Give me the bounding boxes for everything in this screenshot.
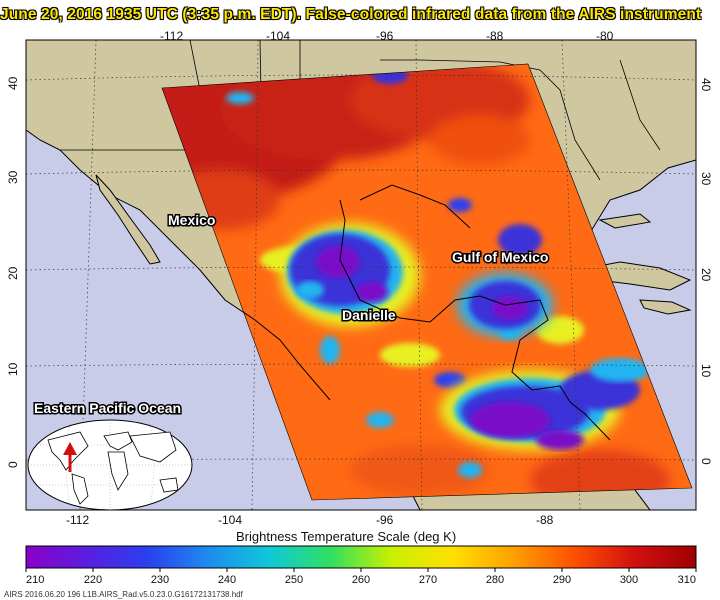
top-longitude-ticks: -112 -104 -96 -88 -80 <box>160 29 614 43</box>
color-scale-bar <box>25 545 697 569</box>
left-lat-tick: 20 <box>6 266 20 280</box>
left-lat-tick: 40 <box>6 76 20 90</box>
right-latitude-ticks: 40 30 20 10 0 <box>699 78 713 465</box>
scale-ticks: 210 220 230 240 250 260 270 280 290 300 310 <box>25 568 697 586</box>
label-gulf-of-mexico: Gulf of Mexico <box>452 249 548 265</box>
right-lat-tick: 10 <box>699 364 713 378</box>
right-lat-tick: 30 <box>699 172 713 186</box>
bottom-lon-tick: -112 <box>66 513 89 527</box>
left-lat-tick: 10 <box>6 362 20 376</box>
scale-tick-label: 240 <box>218 574 236 586</box>
cloud-cluster-pacific <box>440 358 650 450</box>
swath-outline <box>161 63 693 501</box>
top-lon-tick: -88 <box>486 29 504 43</box>
top-lon-tick: -96 <box>376 29 394 43</box>
storm-danielle <box>280 223 420 327</box>
scale-tick-label: 300 <box>620 574 638 586</box>
bottom-longitude-ticks: -112 -104 -96 -88 <box>66 513 554 527</box>
label-eastern-pacific: Eastern Pacific Ocean <box>34 400 181 416</box>
top-lon-tick: -80 <box>596 29 614 43</box>
scale-tick-label: 220 <box>84 574 102 586</box>
left-lat-tick: 30 <box>6 170 20 184</box>
bottom-lon-tick: -88 <box>536 513 554 527</box>
world-map-inset <box>27 419 193 510</box>
red-arrow-icon <box>63 442 77 472</box>
top-lon-tick: -104 <box>266 29 290 43</box>
bottom-lon-tick: -104 <box>218 513 242 527</box>
scale-tick-label: 260 <box>352 574 370 586</box>
left-lat-tick: 0 <box>6 461 20 468</box>
label-danielle: Danielle <box>342 307 396 323</box>
bottom-lon-tick: -96 <box>376 513 394 527</box>
map-frame: Mexico Gulf of Mexico Danielle Eastern P… <box>26 40 696 510</box>
map-border <box>25 39 697 511</box>
label-mexico: Mexico <box>168 212 215 228</box>
scale-tick-label: 310 <box>678 574 696 586</box>
right-lat-tick: 40 <box>699 78 713 92</box>
right-lat-tick: 0 <box>699 458 713 465</box>
right-lat-tick: 20 <box>699 268 713 282</box>
scale-tick-label: 280 <box>486 574 504 586</box>
scale-tick-label: 230 <box>151 574 169 586</box>
scale-tick-label: 250 <box>285 574 303 586</box>
map-title: June 20, 2016 1935 UTC (3:35 p.m. EDT). … <box>0 6 702 23</box>
top-lon-tick: -112 <box>160 29 183 43</box>
left-latitude-ticks: 40 30 20 10 0 <box>6 76 20 468</box>
file-footer: AIRS 2016.06.20 196 L1B.AIRS_Rad.v5.0.23… <box>4 590 243 599</box>
scale-title: Brightness Temperature Scale (deg K) <box>236 529 456 544</box>
scale-tick-label: 270 <box>419 574 437 586</box>
scale-tick-label: 210 <box>26 574 44 586</box>
scale-tick-label: 290 <box>553 574 571 586</box>
